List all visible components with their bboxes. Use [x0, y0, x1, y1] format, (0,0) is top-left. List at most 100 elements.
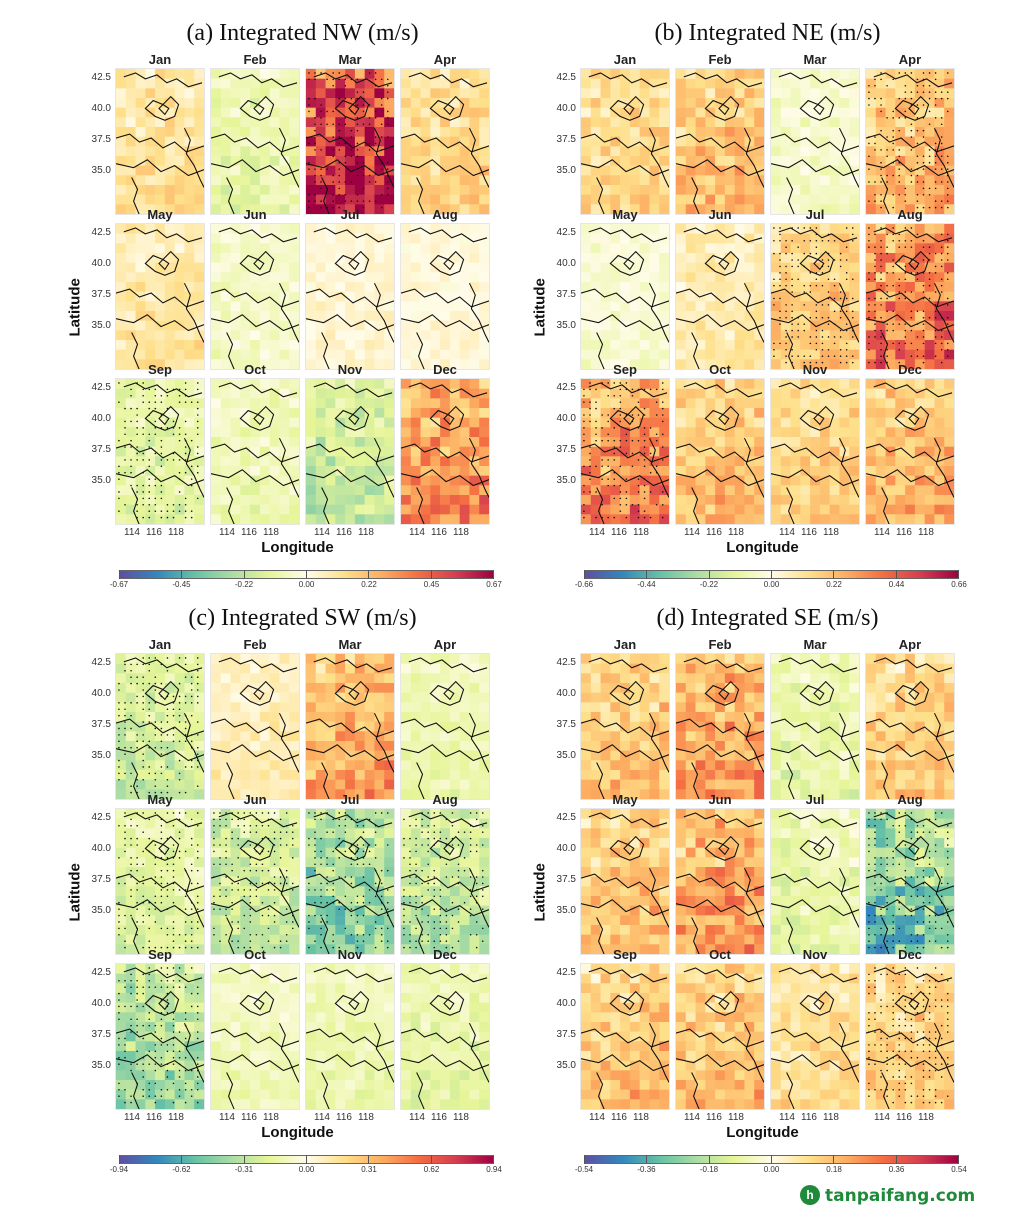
heat-pixel — [819, 117, 830, 128]
heat-pixel — [590, 398, 601, 409]
x-tick-label: 116 — [801, 527, 817, 538]
heat-pixel — [875, 194, 886, 205]
heat-pixel — [250, 417, 261, 428]
heat-pixel — [449, 262, 460, 273]
heat-pixel — [135, 741, 146, 751]
significance-dot — [595, 516, 597, 519]
x-tick-label: 114 — [589, 527, 605, 538]
heat-pixel — [581, 175, 592, 186]
significance-dot — [916, 161, 919, 164]
heat-pixel — [184, 504, 195, 515]
significance-dot — [130, 663, 132, 666]
heat-pixel — [780, 243, 791, 254]
heat-pixel — [306, 427, 317, 438]
heat-pixel — [875, 156, 886, 166]
heat-pixel — [125, 272, 136, 283]
heat-pixel — [676, 504, 687, 515]
heat-pixel — [771, 136, 782, 147]
heat-pixel — [384, 359, 394, 369]
heat-pixel — [401, 514, 412, 524]
heat-pixel — [164, 272, 175, 283]
significance-dot — [934, 336, 937, 338]
significance-dot — [815, 227, 818, 229]
heat-pixel — [230, 262, 241, 273]
heat-pixel — [430, 330, 441, 341]
heat-pixel — [335, 466, 346, 476]
heatmap-svg — [401, 224, 489, 369]
heat-pixel — [354, 194, 365, 205]
heat-pixel — [145, 224, 156, 234]
heat-pixel — [449, 301, 460, 312]
y-tick-label: 37.5 — [91, 719, 111, 730]
heat-pixel — [610, 204, 621, 214]
heat-pixel — [469, 504, 480, 515]
heat-pixel — [374, 417, 385, 428]
province-boundary — [144, 680, 180, 706]
heat-pixel — [676, 330, 687, 341]
heat-pixel — [384, 417, 394, 428]
significance-dot — [898, 291, 901, 293]
province-boundary — [676, 133, 764, 153]
heat-pixel — [849, 69, 859, 79]
significance-dot — [803, 227, 806, 229]
heat-pixel — [819, 204, 830, 214]
heat-pixel — [685, 340, 696, 350]
heat-pixel — [420, 127, 431, 137]
heat-pixel — [269, 485, 280, 496]
significance-dot — [940, 200, 943, 202]
heat-pixel — [220, 330, 231, 341]
significance-dot — [898, 193, 901, 196]
heat-pixel — [866, 475, 877, 486]
heat-pixel — [345, 69, 356, 79]
significance-dot — [172, 459, 175, 461]
heat-pixel — [771, 204, 782, 214]
heat-pixel — [705, 117, 716, 128]
heat-pixel — [905, 301, 916, 312]
heat-pixel — [364, 504, 375, 515]
colorbar-tickmark — [181, 570, 183, 579]
significance-dot — [821, 239, 824, 242]
significance-dot — [649, 471, 652, 474]
heat-pixel — [155, 359, 166, 369]
significance-dot — [178, 695, 181, 698]
heat-pixel — [401, 359, 412, 369]
heat-pixel — [705, 466, 716, 476]
heat-pixel — [610, 301, 621, 312]
heat-pixel — [479, 437, 489, 447]
heat-pixel — [164, 741, 175, 751]
heat-pixel — [420, 272, 431, 283]
heat-pixel — [259, 495, 270, 505]
province-boundary — [306, 443, 394, 463]
significance-dot — [821, 304, 824, 306]
heat-pixel — [715, 204, 726, 214]
significance-dot — [880, 336, 882, 338]
heat-pixel — [289, 272, 299, 283]
heat-pixel — [174, 165, 185, 176]
significance-dot — [619, 497, 622, 500]
province-boundary — [786, 332, 795, 369]
heat-pixel — [800, 330, 811, 341]
heat-pixel — [724, 446, 735, 457]
province-boundary — [334, 250, 370, 276]
heat-pixel — [629, 437, 640, 447]
heat-pixel — [135, 146, 146, 157]
heat-pixel — [211, 456, 222, 467]
heat-pixel — [590, 311, 601, 321]
significance-dot — [821, 361, 824, 364]
province-boundary — [683, 382, 763, 398]
heat-pixel — [610, 359, 621, 369]
heat-pixel — [289, 446, 299, 457]
heat-pixel — [695, 69, 706, 79]
heat-pixel — [600, 69, 611, 79]
heat-pixel — [754, 427, 764, 438]
heat-pixel — [145, 485, 156, 496]
heat-pixel — [649, 485, 660, 496]
heat-pixel — [430, 243, 441, 254]
heat-pixel — [695, 224, 706, 234]
heatmap-svg — [771, 224, 859, 369]
heat-pixel — [410, 417, 421, 428]
y-tick-label: 42.5 — [91, 227, 111, 238]
heat-pixel — [620, 175, 631, 186]
heat-pixel — [116, 379, 127, 389]
heat-pixel — [724, 262, 735, 273]
